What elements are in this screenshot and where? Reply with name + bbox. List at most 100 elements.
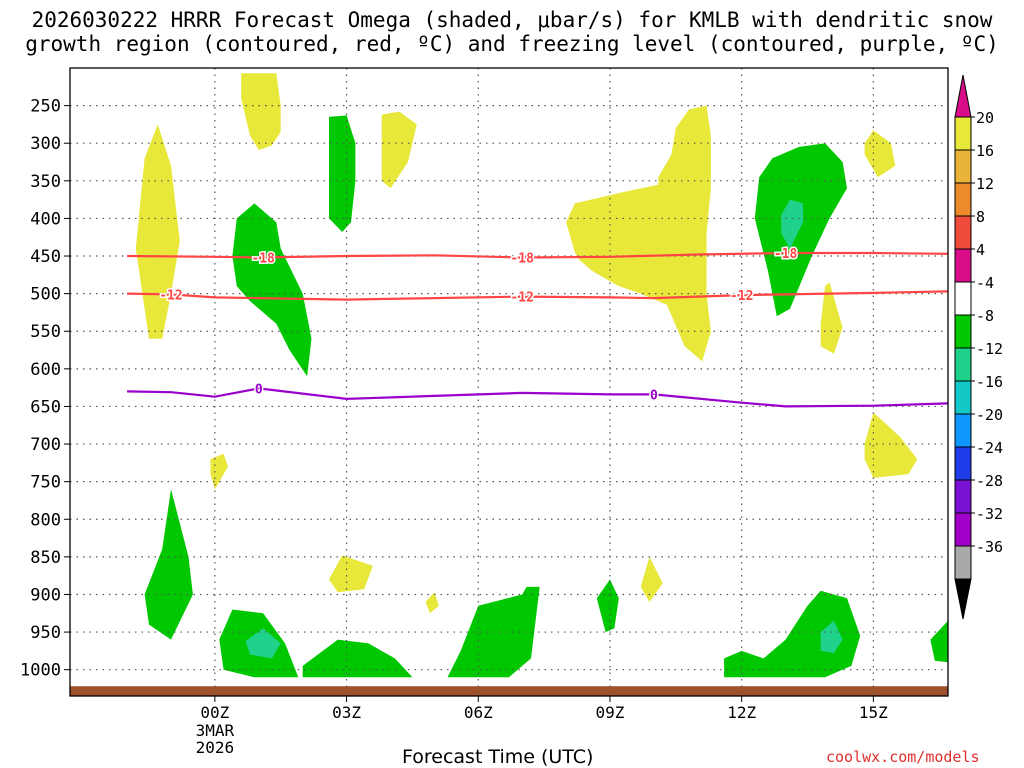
y-tick-label-500: 500	[30, 285, 61, 305]
colorbar-segment-9	[954, 413, 972, 448]
y-tick-label-300: 300	[30, 134, 61, 154]
colorbar-label-3: 8	[976, 208, 985, 226]
contour-label--12-1: -12	[510, 291, 533, 306]
colorbar: 20 16 12 8 4 -4 -8 -12 -16 -20 -24 -28 -32 -36	[954, 74, 1003, 620]
colorbar-label-8: -16	[976, 373, 1003, 391]
omega-region-2	[329, 115, 356, 232]
x-tick-label-03Z: 03Z	[332, 703, 361, 722]
omega-region-23	[930, 620, 948, 663]
chart-title-line-1: 2026030222 HRRR Forecast Omega (shaded, …	[31, 8, 993, 32]
contour-label--12-0: -12	[159, 288, 182, 303]
y-tick-label-1000: 1000	[20, 661, 61, 681]
omega-region-10	[210, 453, 228, 490]
y-tick-label-550: 550	[30, 322, 61, 342]
x-axis-label: Forecast Time (UTC)	[402, 746, 594, 768]
y-tick-label-450: 450	[30, 247, 61, 267]
y-tick-label-600: 600	[30, 360, 61, 380]
omega-region-11	[864, 412, 918, 478]
omega-region-3	[381, 111, 417, 189]
watermark: coolwx.com/models	[826, 748, 980, 766]
colorbar-label-7: -12	[976, 340, 1003, 358]
colorbar-segment-10	[954, 446, 972, 481]
x-tick-label-06Z: 06Z	[464, 703, 493, 722]
contour-label--18-1: -18	[510, 252, 534, 267]
colorbar-segment-4	[954, 248, 972, 283]
colorbar-segment-5	[954, 281, 972, 316]
colorbar-segment-6	[954, 314, 972, 349]
colorbar-label-2: 12	[976, 175, 994, 193]
contour-label-0-1: 0	[650, 388, 658, 403]
contour-label-0-0: 0	[255, 382, 263, 397]
omega-region-1	[241, 73, 281, 150]
contour-line--18	[127, 251, 948, 259]
chart-title-line-2: growth region (contoured, red, ºC) and f…	[25, 32, 999, 56]
x-tick-label-09Z: 09Z	[596, 703, 625, 722]
grid-layer	[70, 68, 948, 696]
colorbar-segment-7	[954, 347, 972, 382]
omega-region-0	[135, 124, 180, 339]
colorbar-label-11: -28	[976, 472, 1003, 490]
x-tick-label-15Z: 15Z	[859, 703, 888, 722]
axis-layer: 250 300 350 400 450 500 550 600 650 700 750 800 850 9…	[20, 67, 949, 757]
colorbar-top-arrow	[954, 74, 972, 118]
y-tick-label-700: 700	[30, 435, 61, 455]
colorbar-bottom-arrow	[954, 578, 972, 620]
contour-label--12-2: -12	[730, 289, 753, 304]
omega-region-20	[596, 579, 619, 633]
colorbar-label-13: -36	[976, 538, 1003, 556]
contour-label--18-0: -18	[251, 251, 275, 266]
y-tick-label-250: 250	[30, 97, 61, 117]
y-tick-label-750: 750	[30, 473, 61, 493]
y-tick-label-950: 950	[30, 623, 61, 643]
y-tick-label-650: 650	[30, 397, 61, 417]
x-tick-label-12Z: 12Z	[727, 703, 756, 722]
colorbar-label-12: -32	[976, 505, 1003, 523]
colorbar-segment-1	[954, 149, 972, 184]
omega-region-5	[566, 105, 711, 362]
y-tick-label-350: 350	[30, 172, 61, 192]
omega-region-6	[754, 143, 847, 317]
colorbar-label-0: 20	[976, 109, 994, 127]
colorbar-label-6: -8	[976, 307, 994, 325]
colorbar-segment-2	[954, 182, 972, 217]
date-label-1: 2026	[196, 738, 235, 757]
y-tick-label-400: 400	[30, 209, 61, 229]
contour-layer: -18 -18 -18 -12 -12 -12 0 0	[127, 246, 948, 408]
colorbar-segment-0	[954, 116, 972, 151]
y-tick-label-800: 800	[30, 510, 61, 530]
omega-region-13	[329, 555, 373, 593]
colorbar-segment-13	[954, 545, 972, 580]
colorbar-segment-12	[954, 512, 972, 547]
omega-region-8	[820, 282, 843, 354]
y-tick-label-850: 850	[30, 548, 61, 568]
colorbar-label-5: -4	[976, 274, 994, 292]
colorbar-segment-11	[954, 479, 972, 514]
date-label-0: 3MAR	[196, 721, 235, 740]
colorbar-label-4: 4	[976, 241, 985, 259]
omega-region-12	[144, 489, 193, 640]
plot-frame	[69, 67, 949, 697]
colorbar-segment-3	[954, 215, 972, 250]
omega-region-18	[302, 639, 413, 678]
surface-band	[70, 686, 948, 696]
omega-shading-layer	[70, 73, 948, 696]
contour-line-0	[127, 387, 948, 408]
omega-region-14	[425, 592, 439, 614]
colorbar-label-10: -24	[976, 439, 1003, 457]
omega-region-7	[781, 199, 804, 249]
omega-region-9	[864, 130, 896, 178]
colorbar-label-9: -20	[976, 406, 1003, 424]
contour-label--18-2: -18	[774, 247, 798, 262]
omega-region-4	[232, 203, 312, 377]
y-tick-label-900: 900	[30, 585, 61, 605]
omega-region-17	[245, 628, 281, 659]
omega-region-22	[820, 620, 843, 654]
colorbar-label-1: 16	[976, 142, 994, 160]
contour-line--12	[127, 290, 948, 301]
colorbar-segment-8	[954, 380, 972, 415]
omega-region-21	[724, 590, 861, 678]
omega-region-15	[640, 556, 663, 602]
x-tick-label-00Z: 00Z	[200, 703, 229, 722]
